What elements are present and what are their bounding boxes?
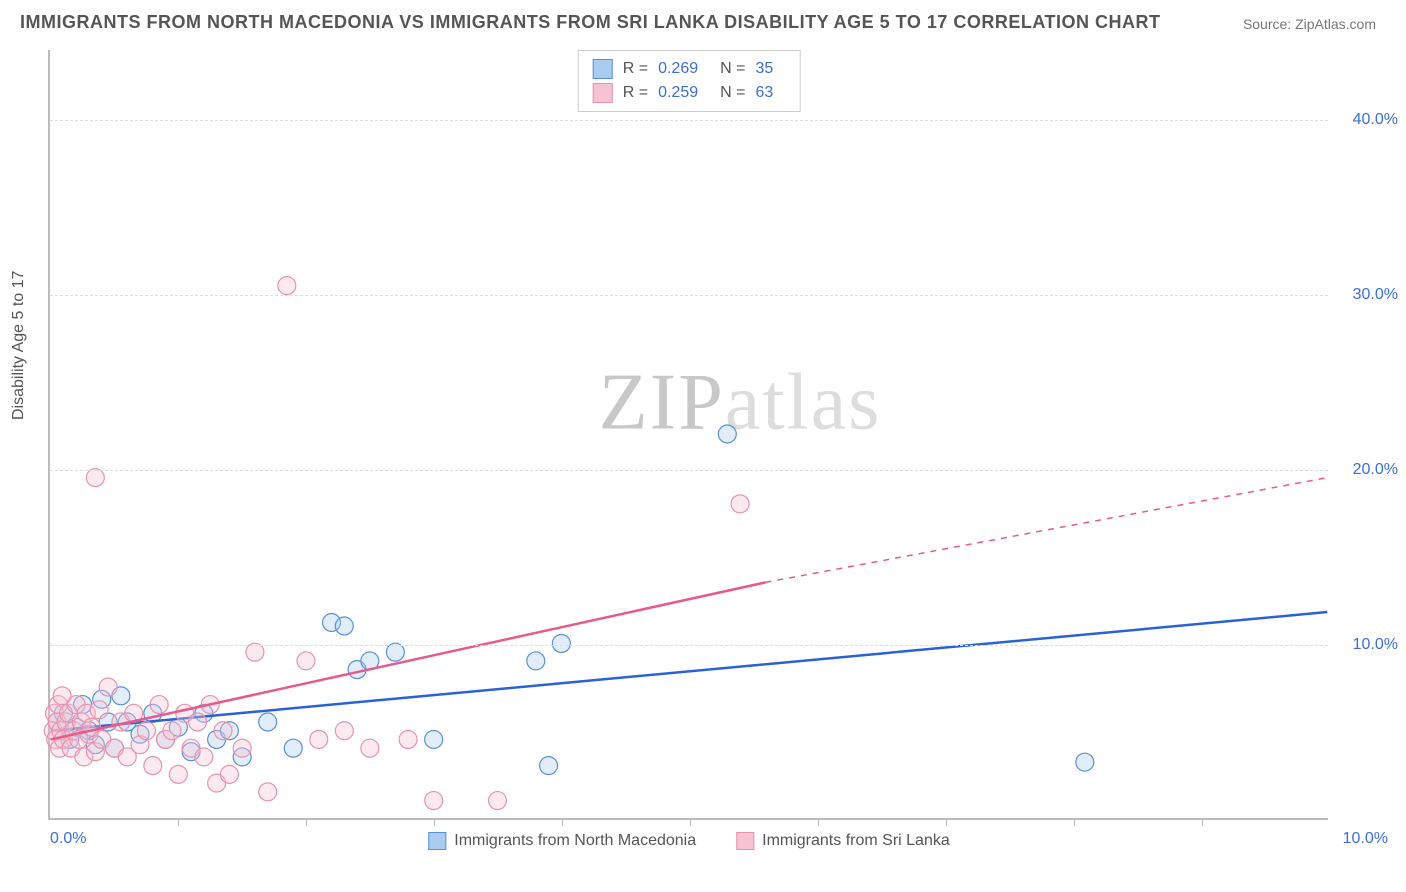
x-tick-mark [434,818,435,826]
data-point [310,730,328,748]
data-point [399,730,417,748]
data-point [86,469,104,487]
source-site: ZipAtlas.com [1295,16,1376,32]
stats-row: R = 0.259 N = 63 [593,81,786,105]
y-axis-label: Disability Age 5 to 17 [10,271,28,420]
source-attribution: Source: ZipAtlas.com [1243,16,1376,32]
stat-r-label: R = [623,81,648,105]
legend-swatch [428,832,446,850]
data-point [489,792,507,810]
data-point [425,792,443,810]
y-tick-label: 30.0% [1338,286,1398,304]
x-tick-mark [178,818,179,826]
data-point [99,678,117,696]
stat-n-value: 35 [755,57,773,81]
plot-area: ZIPatlas R = 0.269N = 35R = 0.259N = 63 … [48,50,1328,820]
stat-n-value: 63 [755,81,773,105]
stat-r-label: R = [623,57,648,81]
data-point [527,652,545,670]
data-point [361,739,379,757]
legend-label: Immigrants from Sri Lanka [762,832,950,850]
gridline [50,470,1328,471]
chart-svg [50,50,1328,818]
chart-title: IMMIGRANTS FROM NORTH MACEDONIA VS IMMIG… [20,12,1161,33]
trend-line-extrapolated [766,478,1328,583]
data-point [425,730,443,748]
legend-swatch [593,83,613,103]
data-point [233,739,251,757]
y-tick-label: 10.0% [1338,636,1398,654]
x-tick-mark [1202,818,1203,826]
data-point [540,757,558,775]
legend-item: Immigrants from North Macedonia [428,832,696,850]
data-point [552,634,570,652]
x-tick-mark [562,818,563,826]
y-tick-label: 20.0% [1338,461,1398,479]
data-point [1076,753,1094,771]
data-point [163,722,181,740]
stat-n-label: N = [720,81,745,105]
data-point [259,783,277,801]
data-point [220,765,238,783]
trend-line [51,612,1328,731]
x-axis-label-left: 0.0% [50,830,86,848]
data-point [335,617,353,635]
stats-row: R = 0.269 N = 35 [593,57,786,81]
data-point [195,748,213,766]
legend-swatch [736,832,754,850]
legend-label: Immigrants from North Macedonia [454,832,696,850]
gridline [50,120,1328,121]
stats-legend-box: R = 0.269 N = 35 R = 0.259 N = 63 [578,50,801,112]
stat-r-value: 0.269 [658,57,698,81]
data-point [335,722,353,740]
legend-swatch [593,59,613,79]
y-tick-label: 40.0% [1338,111,1398,129]
gridline [50,645,1328,646]
data-point [731,495,749,513]
x-tick-mark [690,818,691,826]
data-point [214,722,232,740]
bottom-legend: Immigrants from North Macedonia Immigrant… [428,832,949,850]
x-tick-mark [306,818,307,826]
data-point [137,722,155,740]
data-point [150,696,168,714]
data-point [278,277,296,295]
data-point [718,425,736,443]
source-prefix: Source: [1243,16,1295,32]
legend-item: Immigrants from Sri Lanka [736,832,950,850]
x-axis-label-right: 10.0% [1343,830,1388,848]
data-point [284,739,302,757]
data-point [297,652,315,670]
data-point [189,713,207,731]
stat-r-value: 0.259 [658,81,698,105]
x-tick-mark [818,818,819,826]
x-tick-mark [1074,818,1075,826]
data-point [144,757,162,775]
data-point [259,713,277,731]
x-tick-mark [946,818,947,826]
data-point [169,765,187,783]
stat-n-label: N = [720,57,745,81]
data-point [90,701,108,719]
trend-line [51,582,766,739]
gridline [50,295,1328,296]
